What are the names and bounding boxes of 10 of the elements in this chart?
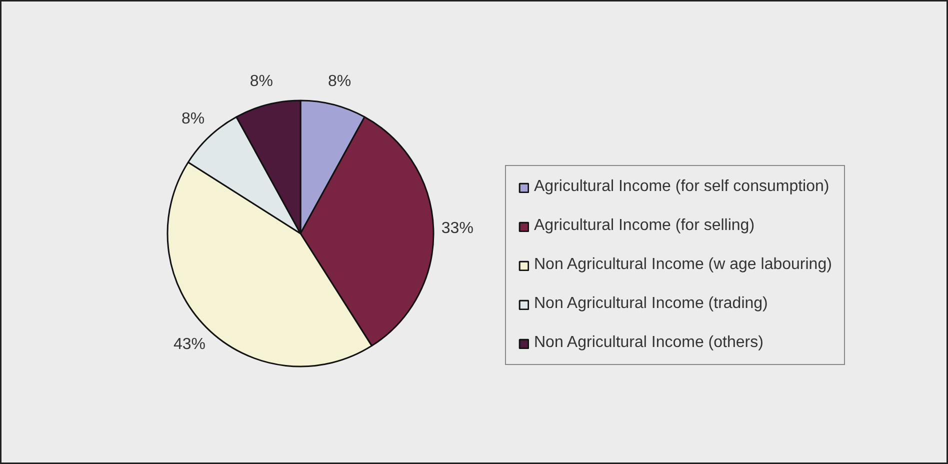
data-label: 8% [250, 72, 274, 90]
data-label: 8% [328, 72, 352, 90]
data-label: 33% [441, 220, 474, 238]
legend-label: Non Agricultural Income (others) [534, 334, 764, 352]
legend-label: Non Agricultural Income (trading) [534, 295, 768, 313]
data-label: 43% [173, 336, 206, 354]
legend-label: Agricultural Income (for self consumption) [534, 178, 830, 196]
data-label: 8% [181, 110, 205, 128]
legend-label: Non Agricultural Income (w age labouring) [534, 256, 832, 274]
legend-label: Agricultural Income (for selling) [534, 217, 755, 235]
